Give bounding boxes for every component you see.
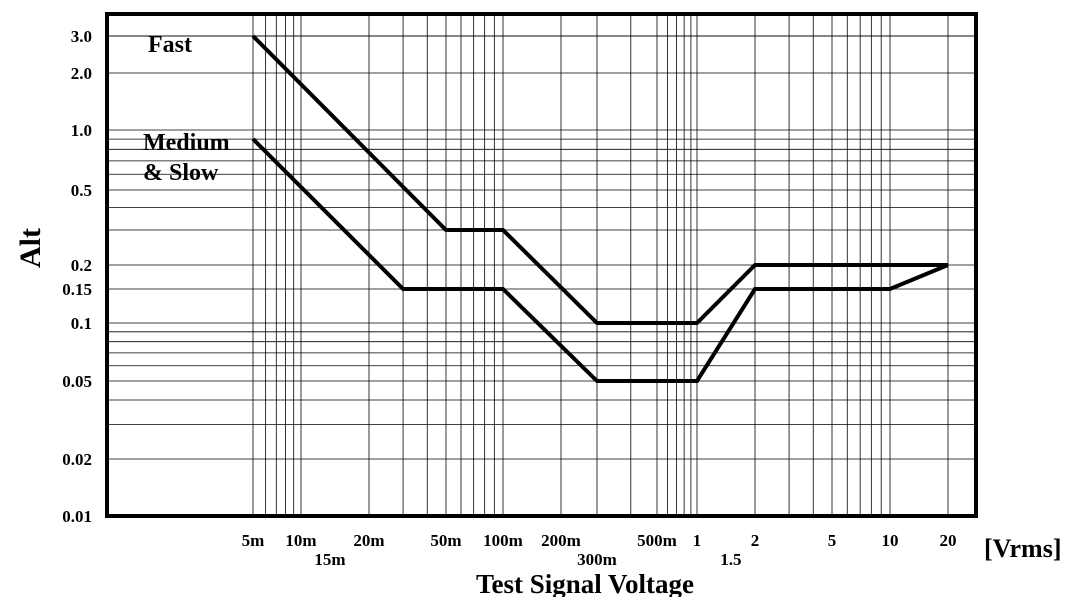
- x-tick-label: 5: [828, 531, 837, 550]
- plot-frame: [105, 12, 978, 518]
- y-tick-labels: 3.0 2.0 1.0 0.5 0.2 0.15 0.1 0.05 0.02 0.01: [62, 27, 92, 526]
- x-tick-label: 100m: [483, 531, 523, 550]
- y-tick-label: 0.1: [71, 314, 92, 333]
- series-labels: Fast Medium & Slow: [143, 32, 230, 186]
- series-line-fast: [251, 34, 948, 325]
- y-axis-label: Alt: [14, 228, 47, 268]
- x-tick-label: 15m: [314, 550, 345, 569]
- x-tick-label: 10m: [285, 531, 316, 550]
- x-tick-label: 1.5: [720, 550, 741, 569]
- x-tick-label: 10: [882, 531, 899, 550]
- x-tick-label: 5m: [242, 531, 265, 550]
- x-axis-unit: [Vrms]: [984, 534, 1061, 563]
- x-tick-label: 50m: [430, 531, 461, 550]
- y-tick-label: 3.0: [71, 27, 92, 46]
- x-tick-label: 20m: [353, 531, 384, 550]
- y-tick-label: 0.5: [71, 181, 92, 200]
- series-lines: [251, 34, 949, 383]
- y-tick-label: 0.2: [71, 256, 92, 275]
- y-tick-label: 1.0: [71, 121, 92, 140]
- x-tick-label: 200m: [541, 531, 581, 550]
- x-tick-label: 2: [751, 531, 760, 550]
- x-tick-label: 500m: [637, 531, 677, 550]
- series-label-medium-slow-line2: & Slow: [143, 160, 219, 186]
- x-tick-label: 1: [693, 531, 702, 550]
- x-tick-label: 20: [940, 531, 957, 550]
- y-tick-label: 0.02: [62, 450, 92, 469]
- y-tick-label: 0.05: [62, 372, 92, 391]
- y-tick-label: 2.0: [71, 64, 92, 83]
- y-tick-label: 0.01: [62, 507, 92, 526]
- x-tick-label: 300m: [577, 550, 617, 569]
- series-label-fast: Fast: [148, 32, 192, 58]
- series-line-medium-slow: [251, 137, 949, 383]
- y-tick-label: 0.15: [62, 280, 92, 299]
- x-axis-label: Test Signal Voltage: [476, 569, 694, 597]
- grid: [107, 14, 976, 517]
- series-label-medium-slow-line1: Medium: [143, 130, 230, 156]
